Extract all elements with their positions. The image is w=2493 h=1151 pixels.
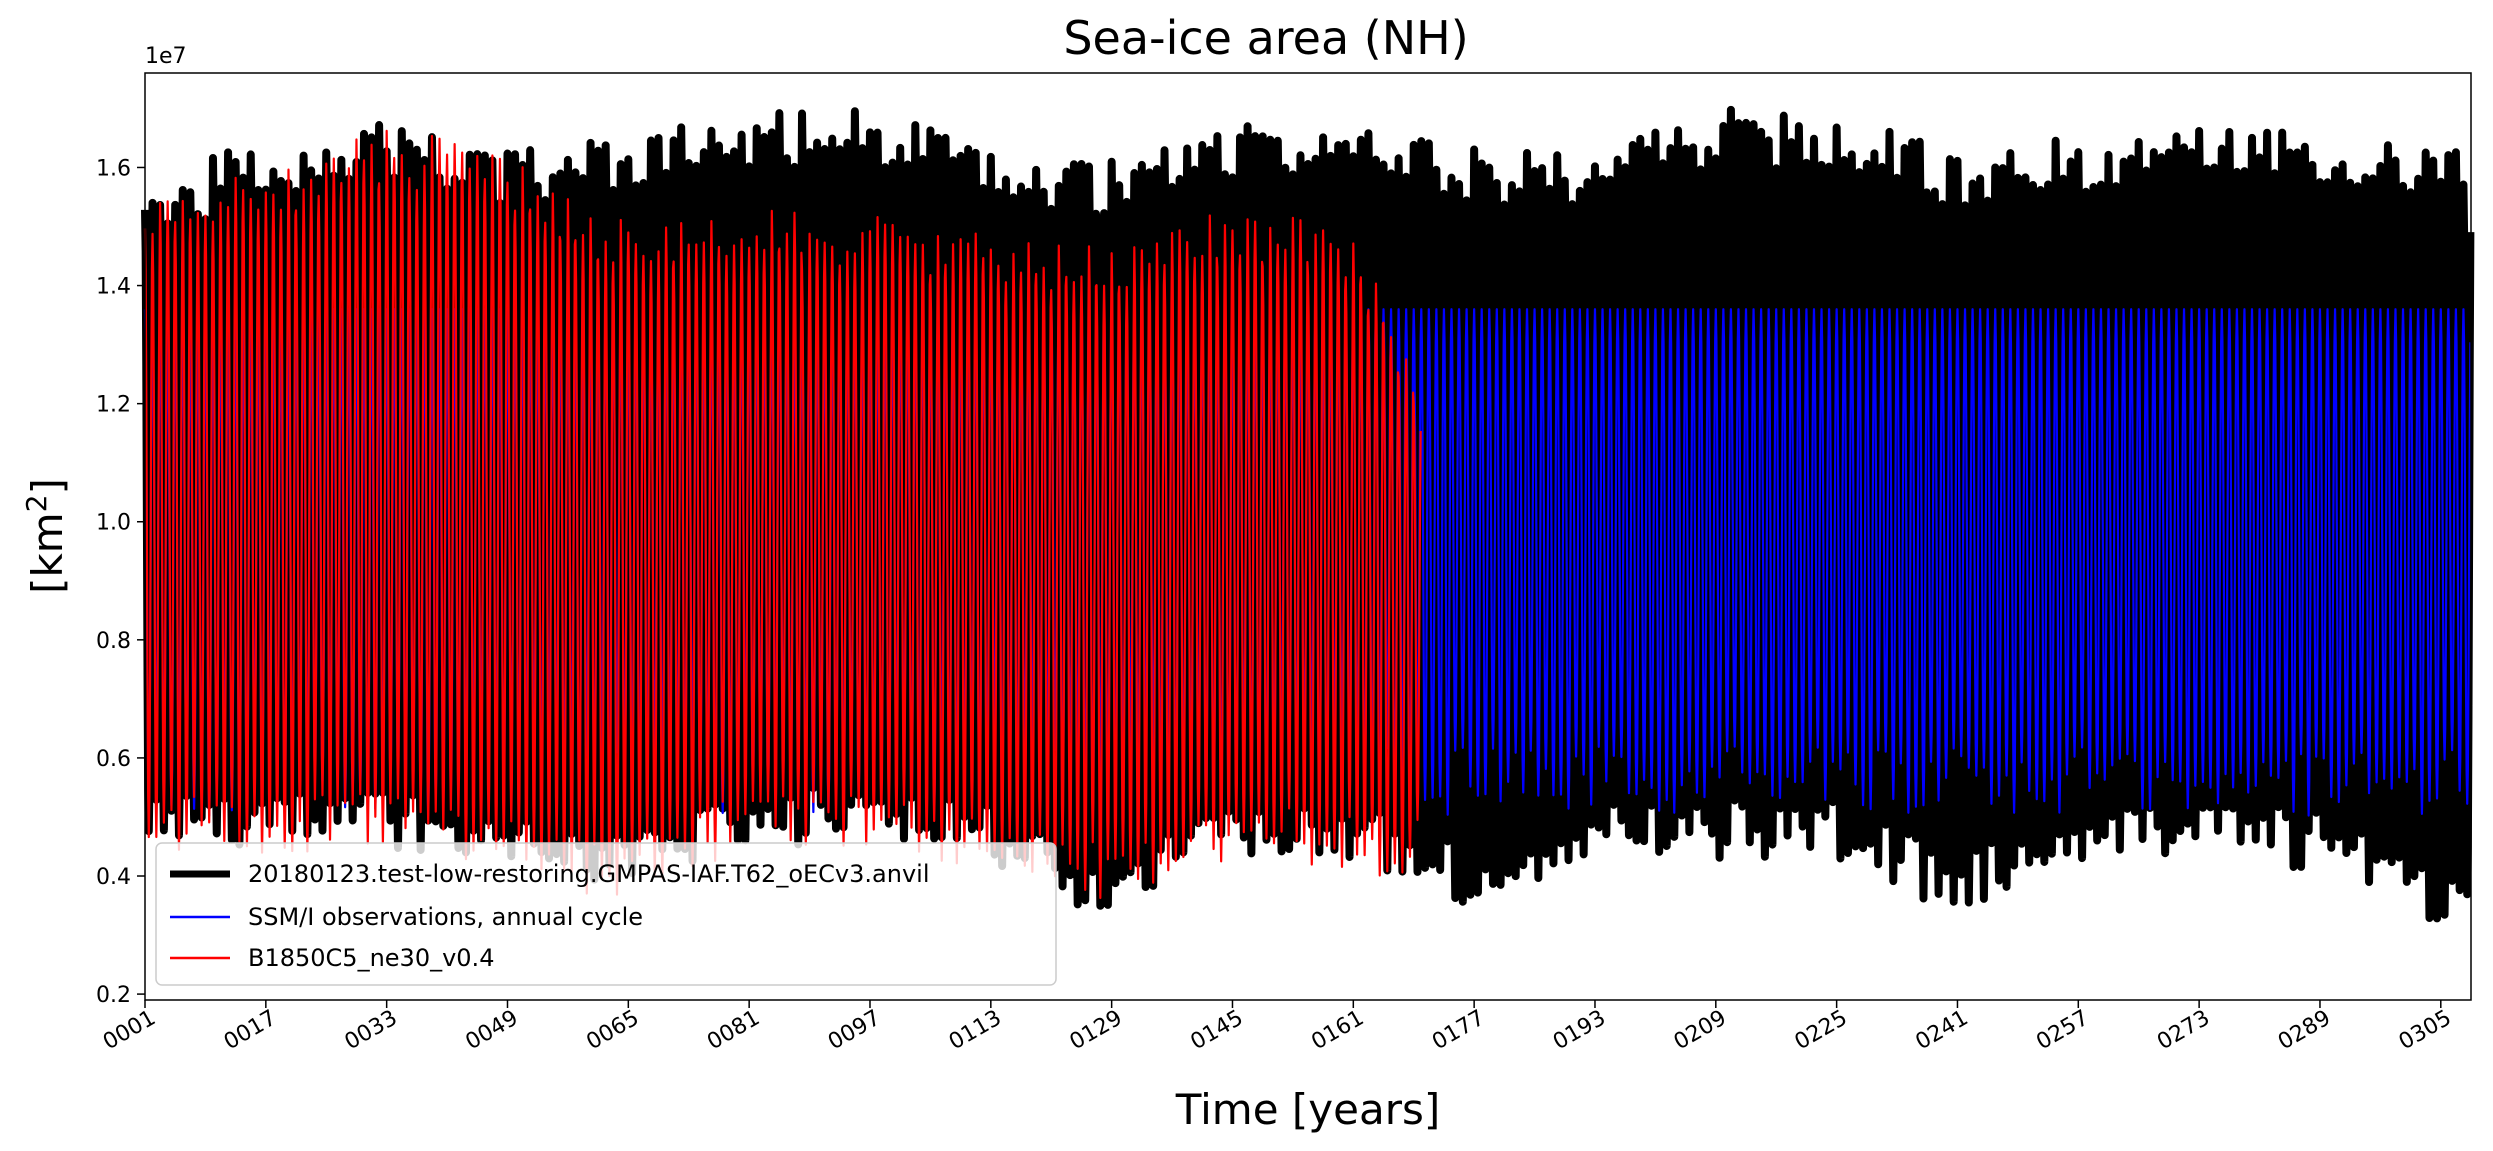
y-tick-label: 1.0	[96, 511, 131, 536]
legend-label: B1850C5_ne30_v0.4	[248, 944, 494, 972]
y-tick-label: 0.4	[96, 865, 131, 890]
plot-frame	[144, 72, 2472, 1001]
y-tick-label: 1.2	[96, 393, 131, 418]
legend: 20180123.test-low-restoring.GMPAS-IAF.T6…	[155, 842, 1057, 986]
b1850c5-series	[143, 129, 1422, 900]
y-axis-label: [km2]	[20, 478, 72, 594]
x-axis-label: Time [years]	[1175, 1085, 1441, 1134]
y-axis: 0.2 0.4 0.6 0.8 1.0 1.2 1.4 1.6	[96, 156, 145, 1008]
legend-label: SSM/I observations, annual cycle	[248, 903, 643, 931]
legend-label: 20180123.test-low-restoring.GMPAS-IAF.T6…	[248, 860, 929, 888]
y-tick-label: 0.6	[96, 747, 131, 772]
legend-frame	[155, 842, 1057, 986]
plot-series	[141, 105, 2475, 923]
y-tick-label: 1.4	[96, 275, 131, 300]
y-axis-multiplier: 1e7	[145, 44, 187, 69]
y-tick-label: 0.8	[96, 629, 131, 654]
y-tick-label: 0.2	[96, 983, 131, 1008]
y-tick-label: 1.6	[96, 156, 131, 181]
b1850c5-line	[143, 129, 1422, 900]
chart-title: Sea-ice area (NH)	[1063, 11, 1468, 65]
